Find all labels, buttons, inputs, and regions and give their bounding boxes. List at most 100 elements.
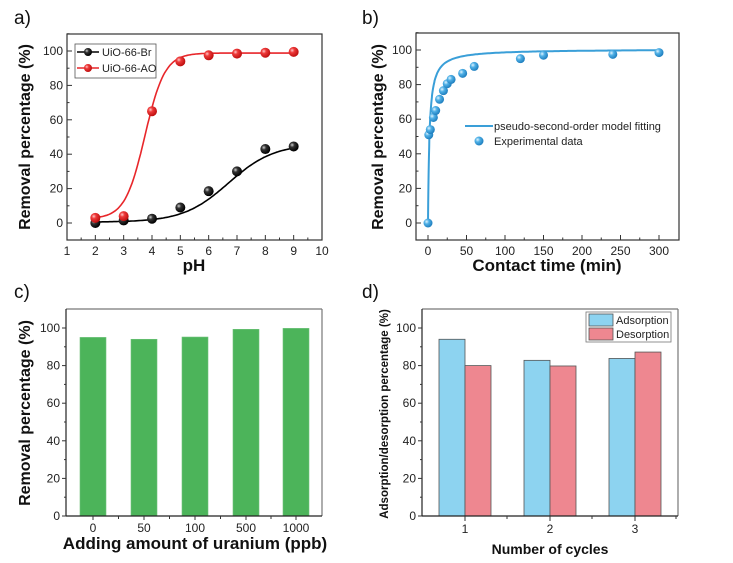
legend-swatch-desorption — [588, 327, 614, 341]
bar-500-ppb — [232, 329, 260, 517]
y-tick-label-b: 80 — [399, 78, 413, 92]
y-tick-label-b: 60 — [399, 112, 413, 126]
x-tick-label-c: 500 — [236, 521, 256, 535]
x-tick-label-d: 1 — [462, 522, 469, 536]
bar-desorption-cycle-1 — [464, 365, 492, 517]
data-point-experimental — [425, 125, 435, 135]
data-point-uio-66-ao — [288, 46, 299, 57]
x-tick-label-b: 50 — [460, 244, 474, 258]
x-tick-label-c: 1000 — [283, 521, 310, 535]
panel-c-removal-vs-uranium: c) 0 50 100 500 1000 0 20 40 60 80 100 Adding amo… — [14, 282, 327, 553]
fit-curve-uio-66-br — [95, 147, 294, 223]
y-tick-label-a: 60 — [50, 113, 64, 127]
data-point-uio-66-br — [175, 202, 186, 213]
legend-marker-ao — [84, 64, 92, 72]
bar-adsorption-cycle-1 — [438, 338, 466, 517]
bar-50-ppb — [130, 338, 158, 517]
panel-a-removal-vs-ph: a) 1 2 3 4 5 6 7 8 9 10 0 20 40 60 80 100 pH Removal p… — [14, 8, 329, 275]
x-tick-label-a: 7 — [234, 244, 241, 258]
x-axis-a: 1 2 3 4 5 6 7 8 9 10 — [64, 235, 329, 258]
data-point-experimental — [458, 68, 468, 78]
bar-100-ppb — [181, 336, 209, 517]
data-point-uio-66-ao — [90, 212, 101, 223]
panel-d-adsorption-desorption-cycles: d) 1 2 3 0 20 40 60 80 100 Number of cycles Ads… — [362, 282, 679, 557]
x-tick-label-a: 8 — [262, 244, 269, 258]
y-tick-label-a: 20 — [50, 182, 64, 196]
panel-label-a: a) — [14, 8, 31, 29]
y-tick-label-b: 0 — [405, 216, 412, 230]
data-point-uio-66-br — [260, 144, 271, 155]
y-axis-title-b: Removal percentage (%) — [370, 44, 387, 230]
legend-swatch-adsorption — [588, 313, 614, 327]
y-tick-label-c: 60 — [47, 396, 61, 410]
legend-label-adsorption: Adsorption — [616, 315, 669, 327]
legend-marker-br — [84, 48, 92, 56]
x-tick-label-a: 6 — [205, 244, 212, 258]
data-point-experimental — [654, 48, 664, 58]
y-tick-label-d: 0 — [409, 509, 416, 523]
y-tick-label-d: 60 — [403, 396, 417, 410]
y-axis-b: 0 20 40 60 80 100 — [392, 32, 421, 230]
legend-label-br: UiO-66-Br — [102, 47, 152, 59]
legend-marker-exp — [474, 136, 484, 146]
data-point-experimental — [515, 54, 525, 64]
x-tick-label-b: 250 — [610, 244, 630, 258]
y-tick-label-d: 100 — [396, 321, 416, 335]
x-tick-label-d: 2 — [547, 522, 554, 536]
y-tick-label-c: 20 — [47, 471, 61, 485]
data-points-a — [90, 46, 299, 228]
legend-b: pseudo-second-order model fitting Experi… — [465, 121, 661, 148]
x-tick-label-a: 3 — [120, 244, 127, 258]
panel-b-removal-vs-time: b) 0 50 100 150 200 250 300 0 20 40 60 80 100 Conta… — [362, 8, 680, 275]
x-tick-label-c: 50 — [137, 521, 151, 535]
x-tick-label-a: 1 — [64, 244, 71, 258]
data-point-experimental — [428, 112, 438, 122]
data-point-experimental — [539, 50, 548, 60]
y-axis-title-d: Adsorption/desorption percentage (%) — [379, 309, 391, 519]
x-tick-label-b: 0 — [425, 244, 432, 258]
data-point-uio-66-ao — [118, 211, 129, 222]
bar-1000-ppb — [282, 328, 310, 517]
x-tick-label-a: 5 — [177, 244, 184, 258]
x-tick-label-a: 10 — [315, 244, 329, 258]
data-point-experimental — [438, 86, 448, 96]
y-tick-label-b: 20 — [399, 181, 413, 195]
data-point-experimental — [423, 218, 433, 228]
panel-label-b: b) — [362, 8, 379, 29]
data-point-uio-66-br — [288, 141, 299, 152]
x-axis-c: 0 50 100 500 1000 — [90, 516, 310, 535]
data-point-experimental — [446, 74, 456, 84]
x-tick-label-b: 300 — [649, 244, 669, 258]
fit-curves-a — [95, 52, 294, 223]
data-points-b — [423, 48, 664, 228]
data-point-experimental — [435, 94, 445, 104]
data-point-experimental — [469, 61, 479, 71]
legend-label-exp: Experimental data — [494, 136, 584, 148]
y-axis-d: 0 20 40 60 80 100 — [396, 321, 422, 523]
data-point-uio-66-ao — [260, 47, 271, 58]
y-tick-label-b: 40 — [399, 147, 413, 161]
panel-label-c: c) — [14, 282, 30, 303]
data-point-uio-66-ao — [175, 56, 186, 67]
bar-adsorption-cycle-2 — [523, 359, 551, 517]
y-tick-label-d: 40 — [403, 434, 417, 448]
x-axis-d: 1 2 3 — [462, 516, 677, 536]
y-tick-label-a: 0 — [56, 216, 63, 230]
x-tick-label-b: 100 — [495, 244, 515, 258]
x-axis-title-a: pH — [183, 256, 206, 275]
y-axis-c: 0 20 40 60 80 100 — [40, 321, 66, 523]
legend-d: Adsorption Desorption — [585, 311, 672, 343]
y-tick-label-c: 40 — [47, 434, 61, 448]
x-tick-label-a: 4 — [149, 244, 156, 258]
legend-label-fit: pseudo-second-order model fitting — [494, 121, 661, 133]
x-axis-title-c: Adding amount of uranium (ppb) — [63, 534, 327, 553]
y-tick-label-a: 100 — [43, 44, 63, 58]
bar-desorption-cycle-3 — [634, 351, 662, 517]
bar-desorption-cycle-2 — [549, 365, 577, 517]
x-axis-title-d: Number of cycles — [492, 541, 609, 557]
bars-d — [438, 338, 662, 517]
x-tick-label-a: 2 — [92, 244, 99, 258]
x-tick-label-d: 3 — [632, 522, 639, 536]
x-tick-label-a: 9 — [290, 244, 297, 258]
y-tick-label-c: 0 — [53, 509, 60, 523]
